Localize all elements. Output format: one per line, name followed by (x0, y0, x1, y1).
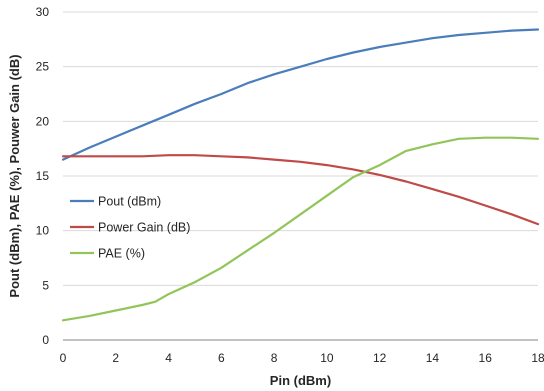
x-tick-label: 4 (165, 351, 172, 365)
y-tick-label: 0 (42, 333, 49, 347)
series-line-power-gain-db (61, 154, 540, 226)
x-tick-label: 2 (112, 351, 119, 365)
x-tick-label: 18 (531, 351, 544, 365)
legend-label: Power Gain (dB) (98, 221, 190, 235)
x-tick-label: 8 (271, 351, 278, 365)
x-axis-title: Pin (dBm) (270, 373, 331, 388)
y-axis-title: Pout (dBm), PAE (%), Pouwer Gain (dB) (7, 54, 22, 297)
series-line-pout-dbm (61, 28, 540, 161)
y-tick-label: 15 (36, 169, 50, 183)
y-tick-label: 5 (42, 278, 49, 292)
x-tick-label: 6 (218, 351, 225, 365)
x-tick-label: 14 (426, 351, 440, 365)
series-line-pae (61, 136, 540, 322)
x-tick-label: 0 (60, 351, 67, 365)
x-tick-label: 16 (479, 351, 493, 365)
series-lines (61, 28, 540, 322)
legend: Pout (dBm) Power Gain (dB) PAE (%) (70, 195, 190, 261)
y-axis-ticks: 0 5 10 15 20 25 30 (36, 5, 50, 347)
x-tick-label: 10 (320, 351, 334, 365)
gridlines (63, 11, 538, 286)
legend-label: Pout (dBm) (98, 195, 161, 209)
y-tick-label: 30 (36, 5, 50, 19)
y-tick-label: 20 (36, 114, 50, 128)
x-tick-label: 12 (373, 351, 387, 365)
x-axis-ticks: 0 2 4 6 8 10 12 14 16 18 (60, 351, 544, 365)
legend-label: PAE (%) (98, 247, 145, 261)
y-tick-label: 25 (36, 60, 50, 74)
y-tick-label: 10 (36, 224, 50, 238)
